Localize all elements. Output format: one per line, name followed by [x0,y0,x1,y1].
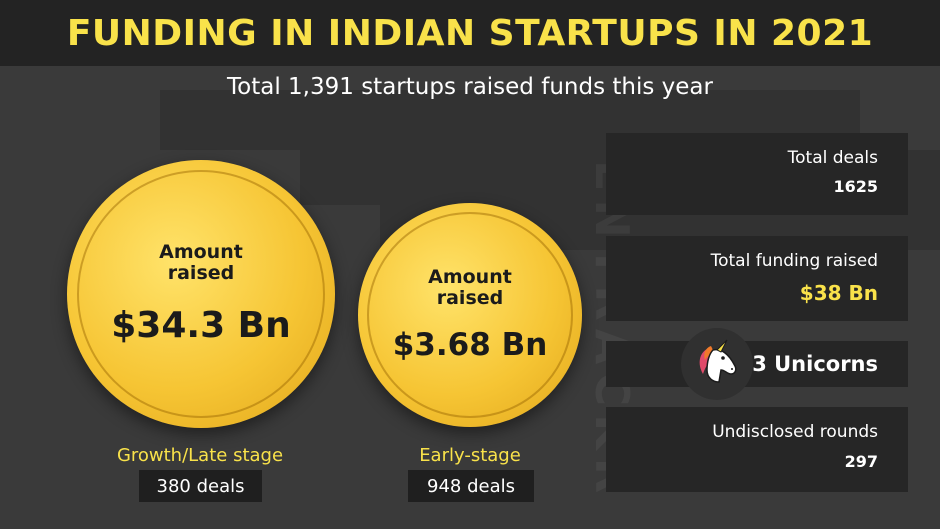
early-stage-label: Early-stage [419,445,521,466]
unicorn-icon [681,328,753,400]
coin-value: $34.3 Bn [111,305,291,347]
coin-label: Amount raised [420,267,520,309]
early-stage-coin: Amount raised $3.68 Bn [358,203,582,427]
total-funding-label: Total funding raised [710,251,878,271]
coin-label: Amount raised [146,240,256,284]
unicorns-panel: 43 Unicorns [606,341,908,387]
undisclosed-value: 297 [844,452,878,471]
coin-ring [367,212,573,418]
undisclosed-label: Undisclosed rounds [712,422,878,442]
growth-stage-deals: 380 deals [139,470,262,502]
coin-ring [77,170,325,418]
total-deals-value: 1625 [833,177,878,196]
total-deals-panel: Total deals 1625 [606,133,908,215]
early-stage-deals: 948 deals [408,470,534,502]
unicorn-svg [699,339,737,383]
subtitle: Total 1,391 startups raised funds this y… [227,74,713,100]
undisclosed-panel: Undisclosed rounds 297 [606,407,908,492]
page-title: FUNDING IN INDIAN STARTUPS IN 2021 [66,12,874,54]
growth-stage-label: Growth/Late stage [116,445,284,466]
title-bar: FUNDING IN INDIAN STARTUPS IN 2021 [0,0,940,66]
coin-label-text: Amount raised [159,240,243,284]
total-deals-label: Total deals [787,148,878,168]
total-funding-value: $38 Bn [799,281,878,305]
coin-value: $3.68 Bn [392,326,548,363]
unicorns-value: 43 Unicorns [737,352,878,376]
growth-stage-coin: Amount raised $34.3 Bn [67,160,335,428]
coin-label-text: Amount raised [428,266,512,309]
total-funding-panel: Total funding raised $38 Bn [606,236,908,321]
